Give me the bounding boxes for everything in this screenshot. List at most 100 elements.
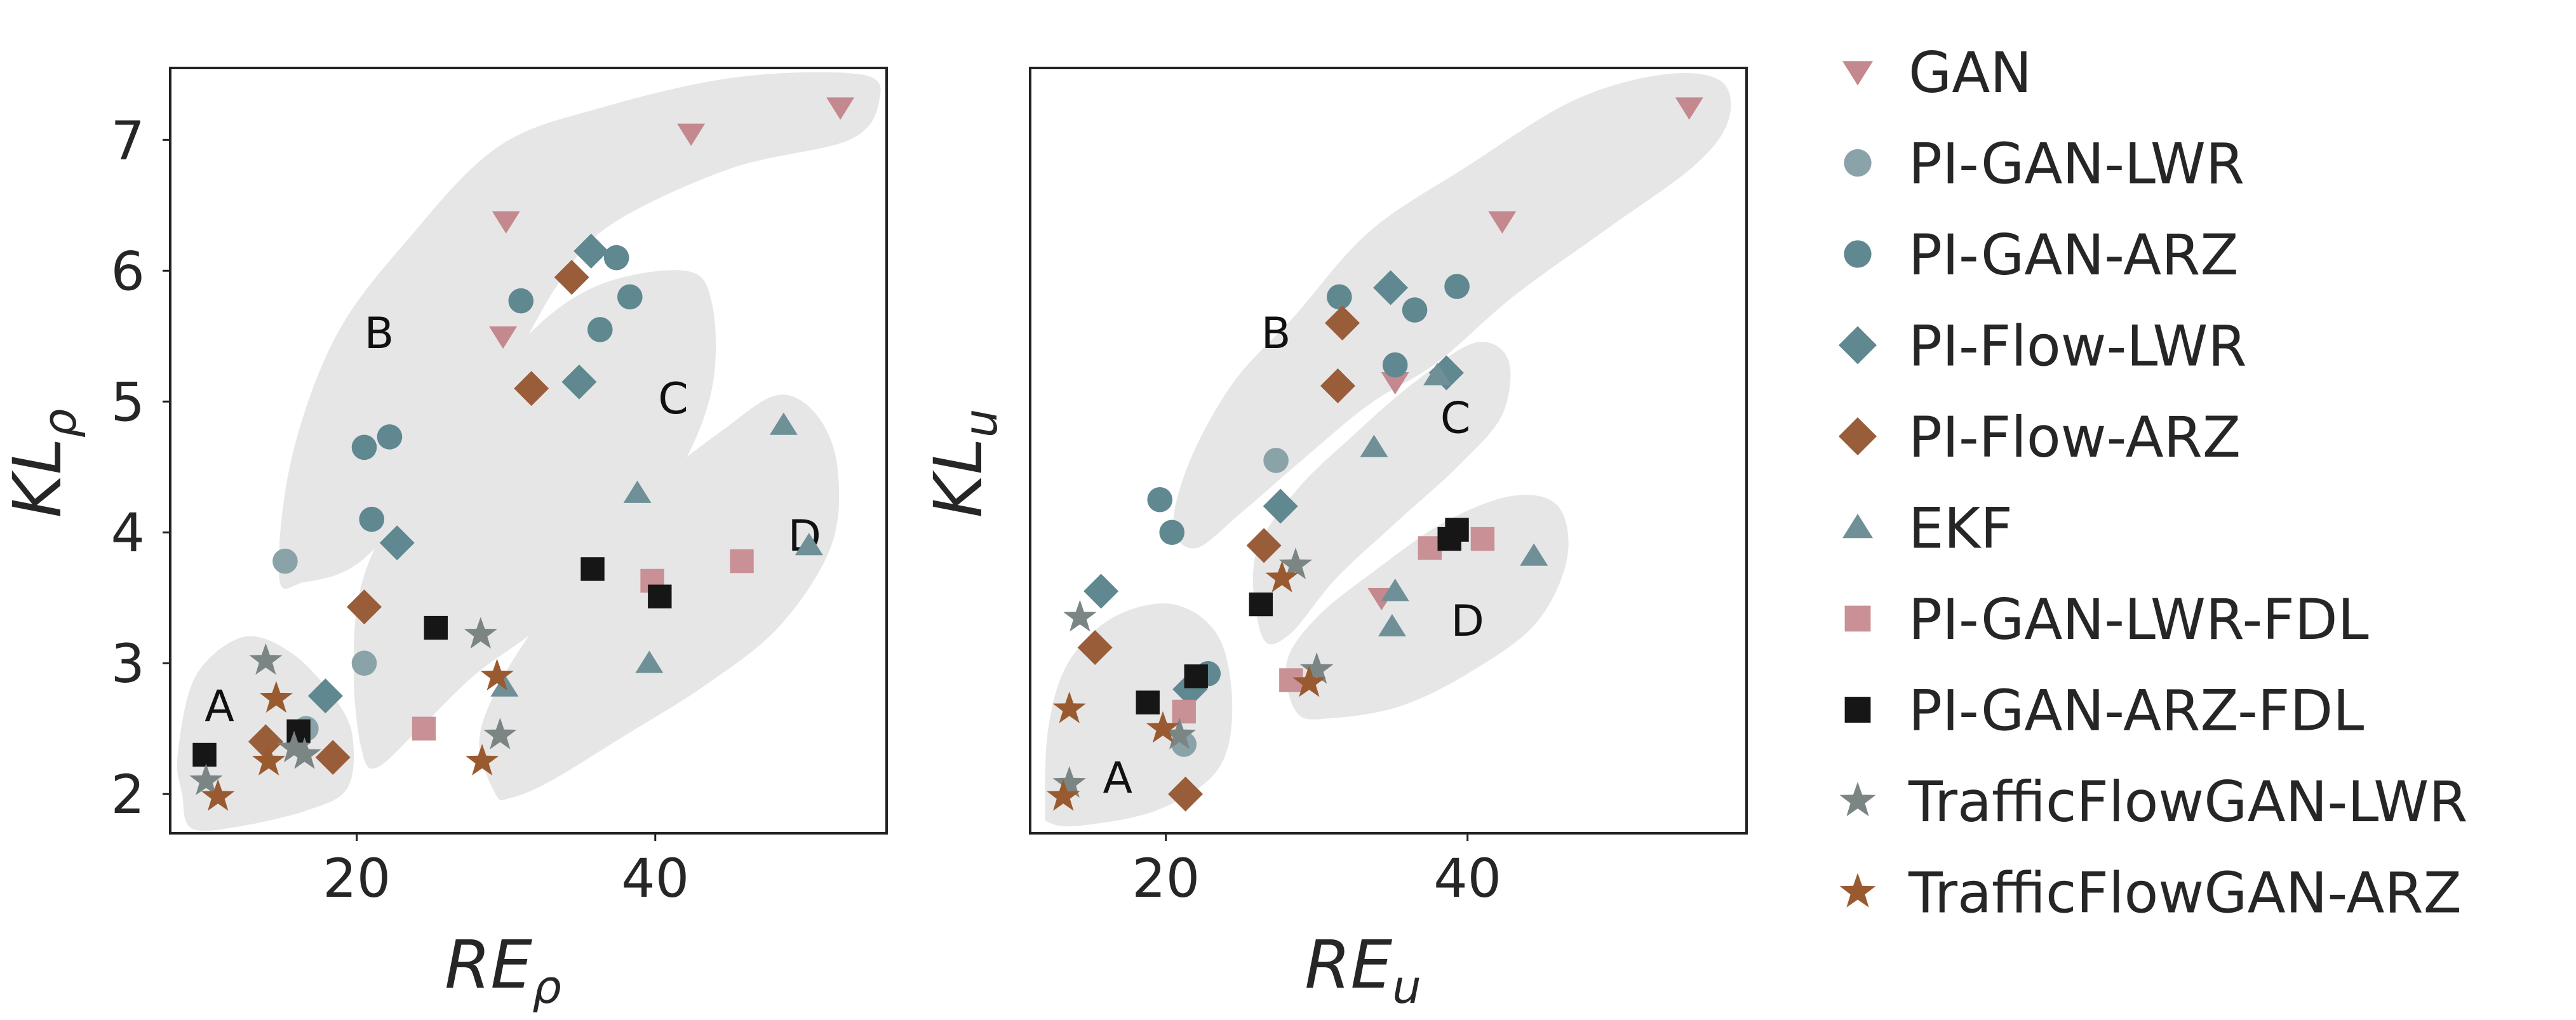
legend-label: PI-Flow-ARZ	[1909, 405, 2241, 470]
point-ekf	[1378, 614, 1406, 636]
point-pi-gan-arz	[508, 288, 534, 314]
point-pi-gan-arz	[603, 245, 629, 271]
legend-entry-pi-gan-lwr: PI-GAN-LWR	[1844, 131, 2244, 197]
legend-marker-trafficflowgan-lwr	[1839, 782, 1876, 817]
y-tick-label: 5	[111, 371, 145, 433]
point-pi-gan-arz	[359, 506, 385, 532]
x-axis-label-sub: u	[1392, 960, 1421, 1014]
point-pi-flow-lwr	[574, 233, 609, 269]
point-gan	[677, 123, 706, 146]
legend-label: EKF	[1909, 496, 2013, 561]
point-pi-flow-lwr	[379, 525, 415, 561]
point-pi-gan-arz	[1327, 284, 1352, 310]
cluster-regions	[177, 72, 881, 831]
legend-marker-pi-gan-arz	[1844, 240, 1872, 268]
plot-frame	[1029, 67, 1748, 835]
y-axis-label-main: KL	[0, 438, 76, 518]
point-pi-gan-arz-fdl	[286, 719, 311, 744]
point-gan	[492, 211, 520, 234]
legend-marker-pi-gan-lwr-fdl	[1844, 605, 1871, 632]
cluster-label-b: B	[1261, 309, 1291, 359]
point-pi-gan-arz-fdl	[1249, 592, 1273, 617]
x-axis-label-main: RE	[1305, 926, 1392, 1003]
point-pi-flow-lwr	[1083, 574, 1119, 609]
cluster-label-c: C	[1440, 394, 1470, 444]
point-trafficflowgan-arz	[1265, 560, 1299, 593]
point-pi-gan-lwr-fdl	[1470, 527, 1495, 551]
point-trafficflowgan-arz	[1047, 779, 1080, 811]
point-pi-gan-lwr-fdl	[1418, 536, 1442, 560]
point-ekf	[769, 412, 798, 435]
point-trafficflowgan-lwr	[1300, 652, 1334, 684]
point-pi-flow-arz	[1168, 776, 1204, 812]
data-points	[189, 97, 855, 811]
legend-marker-ekf	[1842, 513, 1873, 539]
cluster-label-c: C	[658, 374, 688, 424]
legend: GAN PI-GAN-LWR PI-GAN-ARZ PI-Flow-LWR PI-Flo…	[1839, 40, 2467, 926]
cluster-label-b: B	[365, 309, 394, 359]
point-trafficflowgan-lwr	[288, 737, 321, 769]
legend-entry-pi-gan-arz: PI-GAN-ARZ	[1844, 222, 2239, 288]
cluster-region-d	[1285, 495, 1569, 720]
x-axis-label-main: RE	[445, 926, 532, 1003]
y-axis-label: KLu	[920, 409, 1007, 518]
y-tick-label: 4	[111, 502, 145, 564]
point-gan	[489, 326, 518, 349]
legend-marker-gan	[1842, 61, 1873, 86]
point-trafficflowgan-lwr	[277, 730, 311, 763]
point-pi-gan-lwr-fdl	[1172, 699, 1196, 724]
y-tick-label: 6	[111, 240, 145, 302]
point-pi-gan-arz	[1147, 487, 1173, 513]
point-trafficflowgan-arz	[480, 659, 514, 691]
point-trafficflowgan-arz	[1052, 691, 1086, 723]
cluster-region-c	[1252, 342, 1511, 645]
point-pi-gan-lwr-fdl	[1279, 668, 1303, 692]
point-gan	[1675, 97, 1703, 120]
point-pi-gan-lwr	[272, 548, 298, 574]
y-axis-label-sub: u	[954, 409, 1007, 438]
point-trafficflowgan-arz	[201, 779, 235, 811]
point-pi-gan-arz	[587, 317, 613, 342]
point-pi-gan-arz-fdl	[1184, 664, 1208, 688]
x-axis-label: REρ	[445, 926, 561, 1014]
point-pi-gan-arz-fdl	[1136, 690, 1160, 715]
x-tick-label: 40	[621, 847, 689, 909]
point-trafficflowgan-lwr	[1278, 547, 1313, 579]
point-pi-gan-arz	[1159, 520, 1185, 546]
point-pi-gan-lwr-fdl	[412, 716, 436, 741]
point-trafficflowgan-arz	[1292, 665, 1326, 697]
point-pi-flow-lwr	[1373, 270, 1409, 305]
point-ekf	[1381, 579, 1409, 601]
y-tick-label: 3	[111, 633, 145, 695]
point-pi-flow-arz	[1246, 528, 1282, 563]
legend-marker-pi-flow-lwr	[1839, 326, 1877, 365]
y-axis-label: KLρ	[0, 409, 86, 518]
point-ekf	[635, 650, 664, 673]
point-pi-gan-lwr	[351, 650, 377, 676]
legend-label: PI-GAN-LWR	[1909, 131, 2244, 197]
legend-label: GAN	[1909, 40, 2032, 105]
legend-marker-pi-flow-arz	[1839, 417, 1877, 455]
point-pi-flow-arz	[1325, 305, 1360, 341]
point-trafficflowgan-lwr	[464, 617, 497, 649]
point-pi-flow-arz	[1077, 630, 1113, 666]
legend-entry-pi-flow-arz: PI-Flow-ARZ	[1839, 405, 2241, 470]
point-pi-flow-arz	[514, 371, 549, 406]
point-pi-flow-lwr	[561, 364, 597, 399]
point-pi-gan-arz	[351, 434, 377, 460]
point-trafficflowgan-lwr	[189, 763, 223, 795]
point-pi-gan-arz	[1382, 352, 1408, 378]
point-pi-gan-arz-fdl	[192, 742, 217, 767]
legend-entry-pi-gan-arz-fdl: PI-GAN-ARZ-FDL	[1844, 678, 2364, 744]
point-pi-flow-arz	[1320, 368, 1355, 404]
legend-label: PI-GAN-ARZ	[1909, 222, 2239, 288]
point-trafficflowgan-arz	[252, 744, 286, 775]
point-pi-gan-arz-fdl	[648, 584, 672, 608]
point-pi-gan-arz	[377, 424, 403, 450]
point-trafficflowgan-lwr	[249, 643, 283, 675]
point-trafficflowgan-arz	[259, 681, 293, 713]
